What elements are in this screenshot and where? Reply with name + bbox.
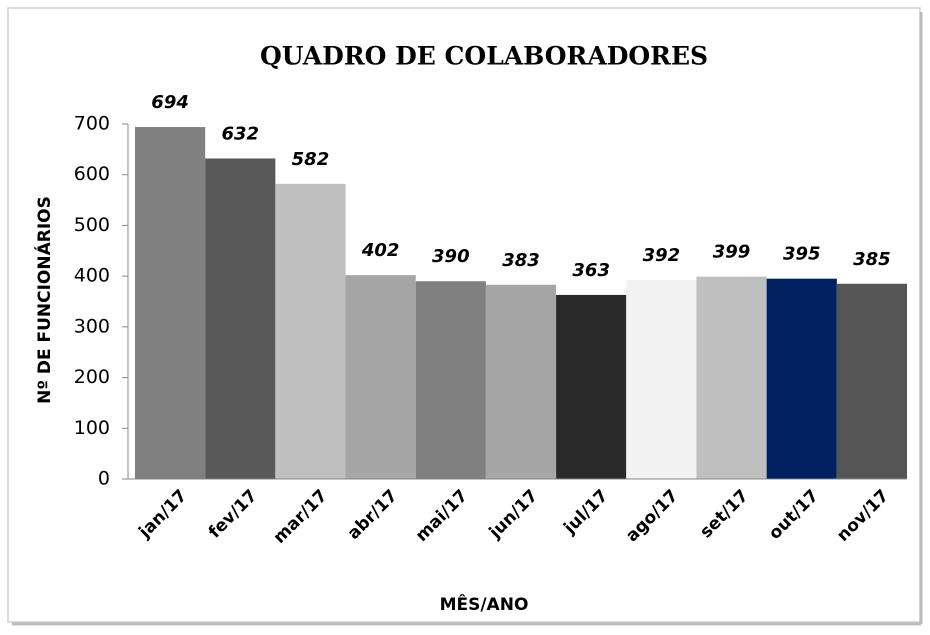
bar — [275, 183, 346, 480]
bar — [485, 284, 557, 479]
bar — [836, 283, 907, 479]
data-label: 390 — [432, 246, 470, 267]
y-tick-label: 400 — [74, 265, 110, 287]
bar — [556, 294, 627, 479]
data-label: 395 — [783, 244, 821, 265]
data-label: 399 — [713, 242, 751, 263]
y-tick-label: 0 — [98, 468, 110, 490]
x-axis-label: MÊS/ANO — [440, 593, 529, 615]
data-label: 402 — [361, 240, 400, 261]
y-tick-label: 200 — [74, 366, 110, 388]
data-label: 385 — [853, 249, 891, 270]
y-tick-label: 100 — [74, 417, 110, 439]
data-label: 383 — [502, 250, 540, 271]
y-tick-label: 600 — [74, 163, 110, 185]
bar — [415, 281, 486, 479]
y-tick-label: 700 — [74, 113, 110, 135]
bar — [626, 280, 697, 479]
bar — [696, 276, 767, 479]
bar — [345, 275, 416, 479]
chart-title: QUADRO DE COLABORADORES — [260, 42, 708, 71]
data-label: 582 — [292, 149, 330, 170]
data-label: 363 — [572, 260, 610, 281]
bar — [766, 278, 837, 479]
data-label: 392 — [643, 245, 681, 266]
data-label: 632 — [221, 123, 259, 144]
bar — [135, 127, 206, 480]
y-axis-label: Nº DE FUNCIONÁRIOS — [33, 196, 55, 404]
bar — [205, 158, 276, 479]
y-tick-label: 300 — [74, 315, 110, 337]
data-label: 694 — [151, 92, 189, 113]
y-tick-label: 500 — [74, 214, 110, 236]
